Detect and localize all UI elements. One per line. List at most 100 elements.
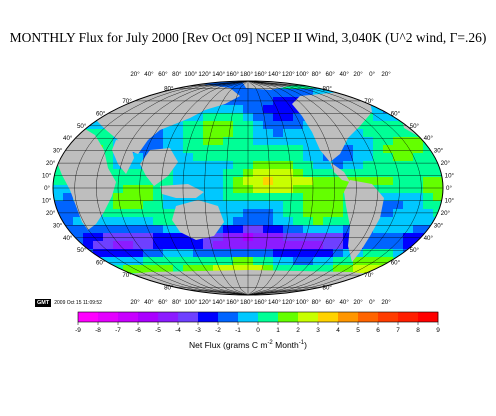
flux-cell [143, 241, 154, 250]
flux-cell [193, 129, 204, 138]
flux-cell [333, 193, 344, 202]
flux-cell [143, 217, 154, 226]
flux-cell [423, 153, 434, 162]
flux-cell [203, 241, 214, 250]
flux-cell [123, 177, 134, 186]
flux-cell [103, 241, 114, 250]
colorbar-swatch [198, 312, 219, 322]
flux-cell [323, 265, 334, 274]
flux-cell [363, 129, 374, 138]
flux-cell [343, 169, 354, 178]
flux-cell [213, 193, 224, 202]
flux-cell [393, 233, 404, 242]
flux-cell [263, 225, 274, 234]
flux-cell [273, 137, 284, 146]
flux-cell [263, 233, 274, 242]
longitude-label: 20° [353, 71, 363, 78]
latitude-label: 10° [445, 197, 455, 204]
flux-cell [253, 153, 264, 162]
flux-cell [253, 193, 264, 202]
flux-cell [143, 249, 154, 258]
longitude-label: 100° [296, 299, 309, 306]
southeast-asia-land [140, 148, 178, 186]
flux-cell [233, 97, 244, 106]
flux-cell [353, 153, 364, 162]
flux-cell [233, 257, 244, 266]
flux-cell [183, 153, 194, 162]
flux-cell [373, 145, 384, 154]
flux-cell [63, 201, 74, 210]
flux-cell [173, 241, 184, 250]
flux-cell [143, 257, 154, 266]
flux-cell [293, 161, 304, 170]
flux-cell [353, 177, 364, 186]
flux-cell [313, 233, 324, 242]
flux-cell [383, 177, 394, 186]
colorbar-swatch [378, 312, 399, 322]
flux-cell [223, 153, 234, 162]
flux-cell [223, 225, 234, 234]
flux-cell [233, 265, 244, 274]
flux-cell [343, 217, 354, 226]
flux-cell [393, 177, 404, 186]
flux-cell [263, 129, 274, 138]
flux-cell [223, 121, 234, 130]
longitude-label: 160° [254, 71, 267, 78]
flux-cell [293, 169, 304, 178]
flux-cell [383, 145, 394, 154]
flux-cell [343, 249, 354, 258]
flux-cell [293, 201, 304, 210]
longitude-label: 40° [144, 71, 154, 78]
latitude-label: 70° [122, 98, 132, 105]
flux-cell [143, 193, 154, 202]
flux-cell [393, 161, 404, 170]
colorbar-tick-label: -4 [175, 327, 181, 334]
longitude-label: 180° [240, 71, 253, 78]
flux-cell [243, 209, 254, 218]
flux-cell [243, 89, 254, 98]
flux-cell [223, 81, 234, 90]
flux-cell [273, 121, 284, 130]
flux-cell [273, 129, 284, 138]
flux-cell [293, 241, 304, 250]
flux-cell [183, 129, 194, 138]
flux-cell [403, 217, 414, 226]
longitude-label: 40° [339, 71, 349, 78]
flux-cell [413, 209, 424, 218]
africa-land [56, 126, 116, 230]
flux-cell [193, 169, 204, 178]
flux-cell [193, 257, 204, 266]
longitude-label: 120° [282, 71, 295, 78]
flux-cell [133, 233, 144, 242]
flux-cell [263, 249, 274, 258]
flux-cell [303, 265, 314, 274]
flux-cell [423, 209, 434, 218]
colorbar-tick-label: 0 [256, 327, 260, 334]
colorbar-tick-label: 1 [276, 327, 280, 334]
latitude-label: 80° [323, 285, 333, 292]
flux-cell [303, 129, 314, 138]
flux-cell [303, 193, 314, 202]
flux-cell [273, 193, 284, 202]
flux-cell [263, 257, 274, 266]
flux-cell [123, 257, 134, 266]
flux-cell [133, 153, 144, 162]
flux-cell [63, 217, 74, 226]
flux-cell [53, 169, 64, 178]
flux-cell [423, 193, 434, 202]
colorbar-tick-label: 8 [416, 327, 420, 334]
flux-cell [393, 209, 404, 218]
flux-cell [123, 209, 134, 218]
flux-cell [383, 185, 394, 194]
flux-cell [283, 113, 294, 122]
flux-cell [373, 113, 384, 122]
flux-cell [243, 113, 254, 122]
flux-cell [173, 201, 184, 210]
flux-cell [123, 217, 134, 226]
flux-cell [213, 249, 224, 258]
flux-cell [233, 81, 244, 90]
longitude-label: 140° [212, 299, 225, 306]
flux-cell [323, 193, 334, 202]
flux-cell [333, 249, 344, 258]
longitude-label: 100° [184, 71, 197, 78]
